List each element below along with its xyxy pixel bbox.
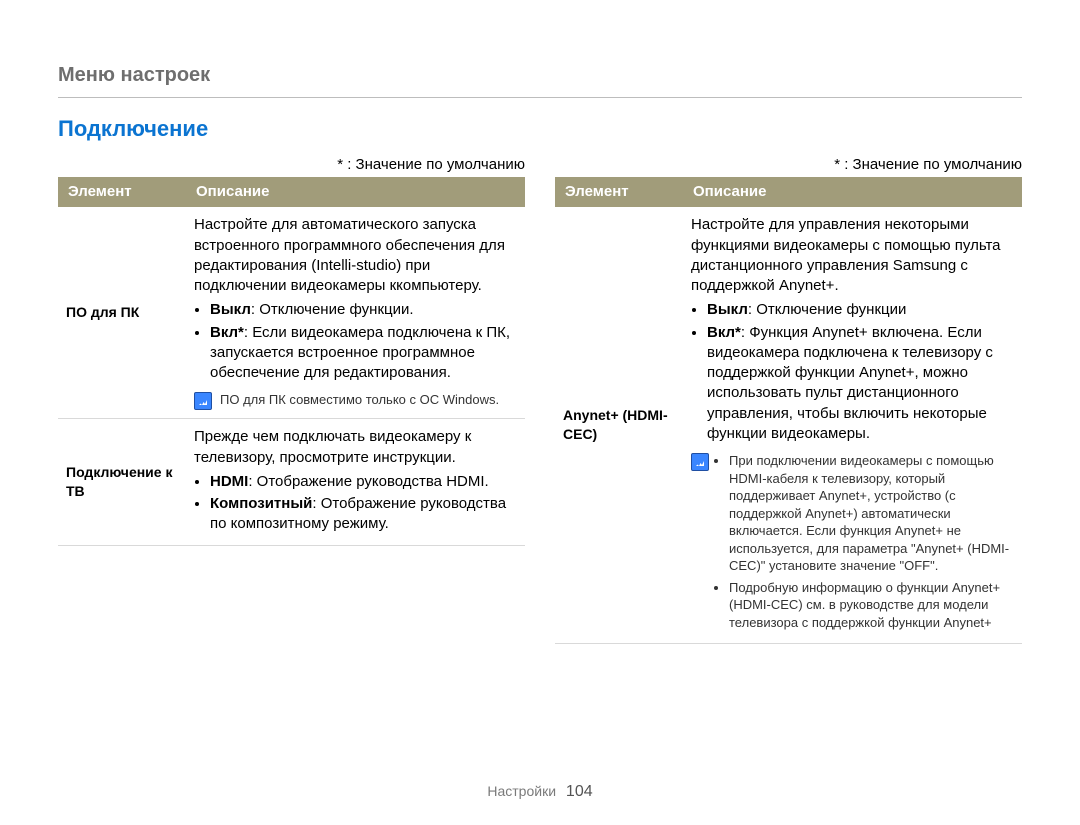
list-item: Композитный: Отображение руководства по …	[210, 494, 517, 535]
row-element-label: Anynet+ (HDMI-CEC)	[555, 207, 683, 644]
row-element-label: Подключение к ТВ	[58, 419, 186, 545]
option-list: Выкл: Отключение функции. Вкл*: Если вид…	[194, 300, 517, 383]
row-description: Настройте для автоматического запуска вс…	[186, 207, 525, 419]
desc-intro: Настройте для автоматического запуска вс…	[194, 216, 505, 294]
default-note-left: * : Значение по умолчанию	[58, 156, 525, 173]
desc-intro: Прежде чем подключать видеокамеру к теле…	[194, 428, 471, 465]
header-description: Описание	[683, 177, 1022, 207]
row-description: Прежде чем подключать видеокамеру к теле…	[186, 419, 525, 545]
row-description: Настройте для управления некоторыми функ…	[683, 207, 1022, 644]
table-row: Подключение к ТВ Прежде чем подключать в…	[58, 419, 525, 545]
default-note-right: * : Значение по умолчанию	[555, 156, 1022, 173]
list-item: Вкл*: Функция Anynet+ включена. Если вид…	[707, 323, 1014, 445]
note-text: Подробную информацию о функции Anynet+ (…	[729, 579, 1014, 632]
header-description: Описание	[186, 177, 525, 207]
note-icon	[691, 453, 709, 471]
divider	[58, 97, 1022, 98]
option-list: HDMI: Отображение руководства HDMI. Комп…	[194, 472, 517, 535]
page-number: 104	[566, 783, 593, 800]
note-box: При подключении видеокамеры с помощью HD…	[691, 452, 1014, 635]
settings-table-left: Элемент Описание ПО для ПК Настройте для…	[58, 177, 525, 546]
note-box: ПО для ПК совместимо только с ОС Windows…	[194, 391, 517, 410]
footer-section: Настройки	[487, 783, 556, 799]
desc-intro: Настройте для управления некоторыми функ…	[691, 216, 1001, 294]
header-element: Элемент	[58, 177, 186, 207]
header-element: Элемент	[555, 177, 683, 207]
list-item: Выкл: Отключение функции.	[210, 300, 517, 320]
breadcrumb: Меню настроек	[58, 64, 1022, 87]
page: Меню настроек Подключение * : Значение п…	[0, 0, 1080, 825]
right-column: * : Значение по умолчанию Элемент Описан…	[555, 156, 1022, 644]
section-title: Подключение	[58, 116, 1022, 142]
table-row: Anynet+ (HDMI-CEC) Настройте для управле…	[555, 207, 1022, 644]
row-element-label: ПО для ПК	[58, 207, 186, 419]
settings-table-right: Элемент Описание Anynet+ (HDMI-CEC) Наст…	[555, 177, 1022, 644]
list-item: Вкл*: Если видеокамера подключена к ПК, …	[210, 323, 517, 384]
note-text: ПО для ПК совместимо только с ОС Windows…	[220, 391, 499, 409]
table-header-row: Элемент Описание	[555, 177, 1022, 207]
page-footer: Настройки 104	[0, 783, 1080, 801]
list-item: Выкл: Отключение функции	[707, 300, 1014, 320]
list-item: HDMI: Отображение руководства HDMI.	[210, 472, 517, 492]
table-row: ПО для ПК Настройте для автоматического …	[58, 207, 525, 419]
left-column: * : Значение по умолчанию Элемент Описан…	[58, 156, 525, 644]
note-text: При подключении видеокамеры с помощью HD…	[729, 452, 1014, 575]
note-list: При подключении видеокамеры с помощью HD…	[717, 452, 1014, 635]
note-icon	[194, 392, 212, 410]
option-list: Выкл: Отключение функции Вкл*: Функция A…	[691, 300, 1014, 444]
content-columns: * : Значение по умолчанию Элемент Описан…	[58, 156, 1022, 644]
table-header-row: Элемент Описание	[58, 177, 525, 207]
